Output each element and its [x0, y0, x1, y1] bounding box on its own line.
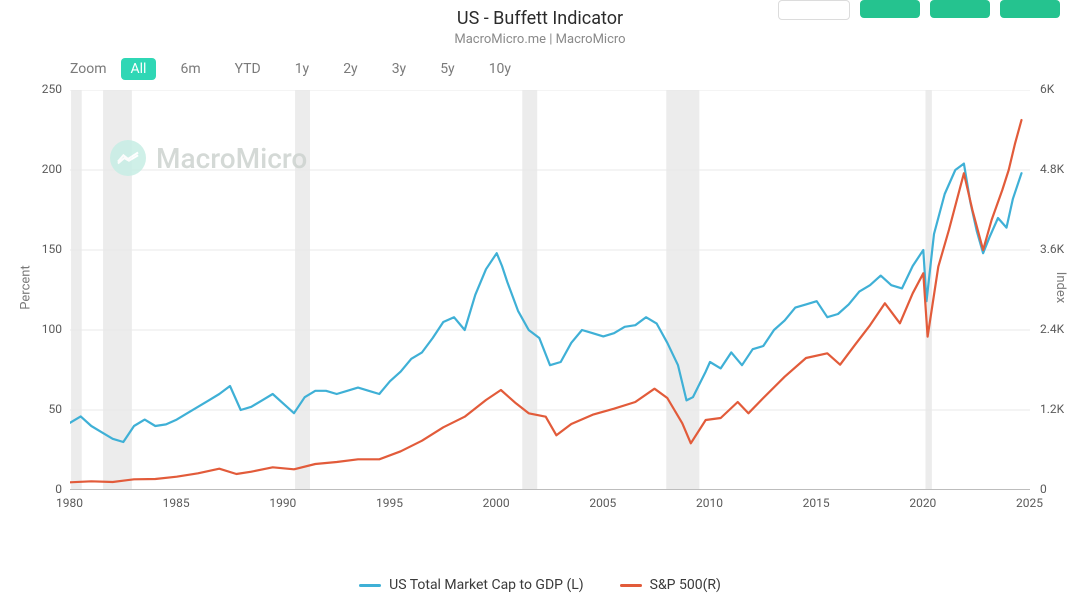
y-left-tick: 150	[22, 242, 62, 256]
y-left-tick: 50	[22, 402, 62, 416]
zoom-option-ytd[interactable]: YTD	[225, 58, 271, 80]
x-tick: 1990	[269, 496, 296, 510]
x-tick: 2015	[803, 496, 830, 510]
x-tick: 2000	[483, 496, 510, 510]
y-right-tick: 1.2K	[1040, 402, 1064, 416]
chart-title: US - Buffett Indicator	[0, 8, 1080, 29]
y-left-tick: 0	[22, 482, 62, 496]
legend: US Total Market Cap to GDP (L) S&P 500(R)	[0, 577, 1080, 593]
series-line	[70, 120, 1022, 482]
zoom-option-all[interactable]: All	[121, 58, 157, 80]
y-axis-right-label: Index	[1053, 272, 1068, 303]
zoom-option-3y[interactable]: 3y	[382, 58, 417, 80]
x-tick: 1995	[376, 496, 403, 510]
x-tick: 2020	[909, 496, 936, 510]
x-tick: 2010	[696, 496, 723, 510]
y-axis-left-label: Percent	[19, 265, 34, 309]
chart-plot	[70, 90, 1030, 490]
legend-swatch	[620, 584, 642, 587]
y-left-tick: 100	[22, 322, 62, 336]
y-right-tick: 6K	[1040, 82, 1054, 96]
series-line	[70, 164, 1022, 442]
x-tick: 2005	[589, 496, 616, 510]
x-tick: 2025	[1016, 496, 1043, 510]
chart-subtitle: MacroMicro.me | MacroMicro	[0, 32, 1080, 47]
legend-label: S&P 500(R)	[650, 577, 721, 593]
zoom-option-1y[interactable]: 1y	[285, 58, 320, 80]
y-right-tick: 2.4K	[1040, 322, 1064, 336]
y-right-tick: 3.6K	[1040, 242, 1064, 256]
legend-item[interactable]: US Total Market Cap to GDP (L)	[359, 577, 584, 593]
x-tick: 1985	[163, 496, 190, 510]
zoom-option-10y[interactable]: 10y	[479, 58, 521, 80]
y-left-tick: 200	[22, 162, 62, 176]
x-tick: 1980	[56, 496, 83, 510]
y-right-tick: 4.8K	[1040, 162, 1064, 176]
zoom-label: Zoom	[70, 61, 107, 77]
y-left-tick: 250	[22, 82, 62, 96]
zoom-option-6m[interactable]: 6m	[170, 58, 210, 80]
legend-item[interactable]: S&P 500(R)	[620, 577, 721, 593]
zoom-option-2y[interactable]: 2y	[333, 58, 368, 80]
zoom-bar: Zoom All 6m YTD 1y 2y 3y 5y 10y	[70, 58, 521, 80]
legend-label: US Total Market Cap to GDP (L)	[389, 577, 584, 593]
legend-swatch	[359, 584, 381, 587]
y-right-tick: 0	[1040, 482, 1047, 496]
zoom-option-5y[interactable]: 5y	[430, 58, 465, 80]
